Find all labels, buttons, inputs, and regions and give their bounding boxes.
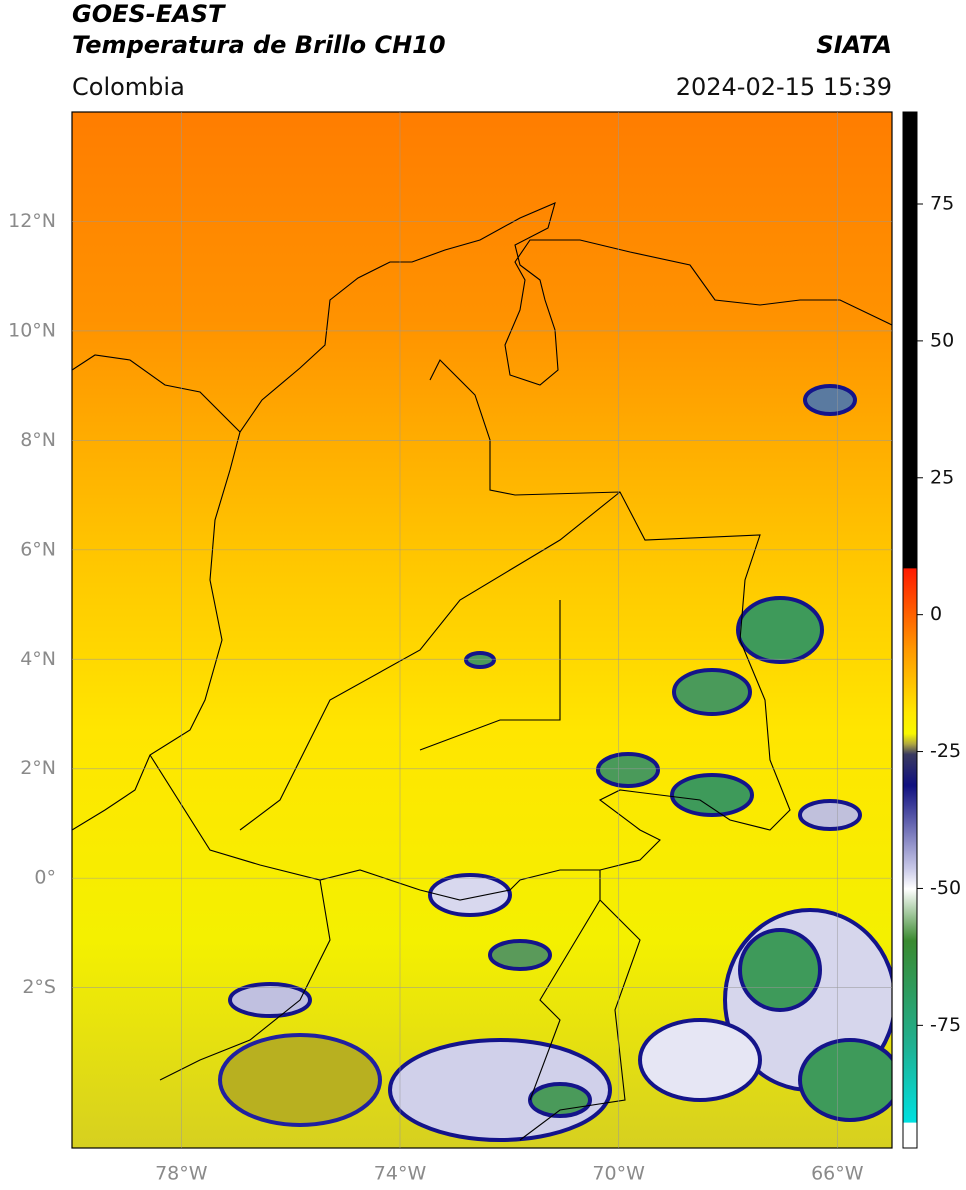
lon-tick-label: 74°W <box>374 1163 427 1185</box>
map-image <box>72 112 892 1148</box>
lat-tick-label: 8°N <box>20 429 56 451</box>
lat-tick-label: 6°N <box>20 538 56 560</box>
colorbar-tick-label: 0 <box>930 603 942 625</box>
clouds <box>218 384 892 1142</box>
lon-tick-label: 70°W <box>592 1163 645 1185</box>
map-frame <box>71 111 893 1149</box>
title: GOES-EAST <box>72 0 226 28</box>
source: SIATA <box>816 31 892 59</box>
colorbar-tick-label: -75 <box>930 1014 961 1036</box>
lat-tick-label: 2°N <box>20 757 56 779</box>
colorbar <box>902 111 918 1149</box>
region: Colombia <box>72 73 185 101</box>
colorbar-tick-label: -50 <box>930 877 961 899</box>
lat-tick-label: 10°N <box>8 319 56 341</box>
lon-tick-label: 78°W <box>155 1163 208 1185</box>
colorbar-tick-label: 25 <box>930 466 954 488</box>
datetime: 2024-02-15 15:39 <box>676 73 892 101</box>
colorbar-tick-label: 50 <box>930 329 954 351</box>
lon-tick-label: 66°W <box>811 1163 864 1185</box>
lat-tick-label: 2°S <box>22 976 56 998</box>
lat-tick-label: 12°N <box>8 210 56 232</box>
lat-tick-label: 0° <box>34 867 56 889</box>
lat-tick-label: 4°N <box>20 648 56 670</box>
colorbar-tick-label: 75 <box>930 192 954 214</box>
colorbar-tick-label: -25 <box>930 740 961 762</box>
subtitle: Temperatura de Brillo CH10 <box>72 31 446 59</box>
